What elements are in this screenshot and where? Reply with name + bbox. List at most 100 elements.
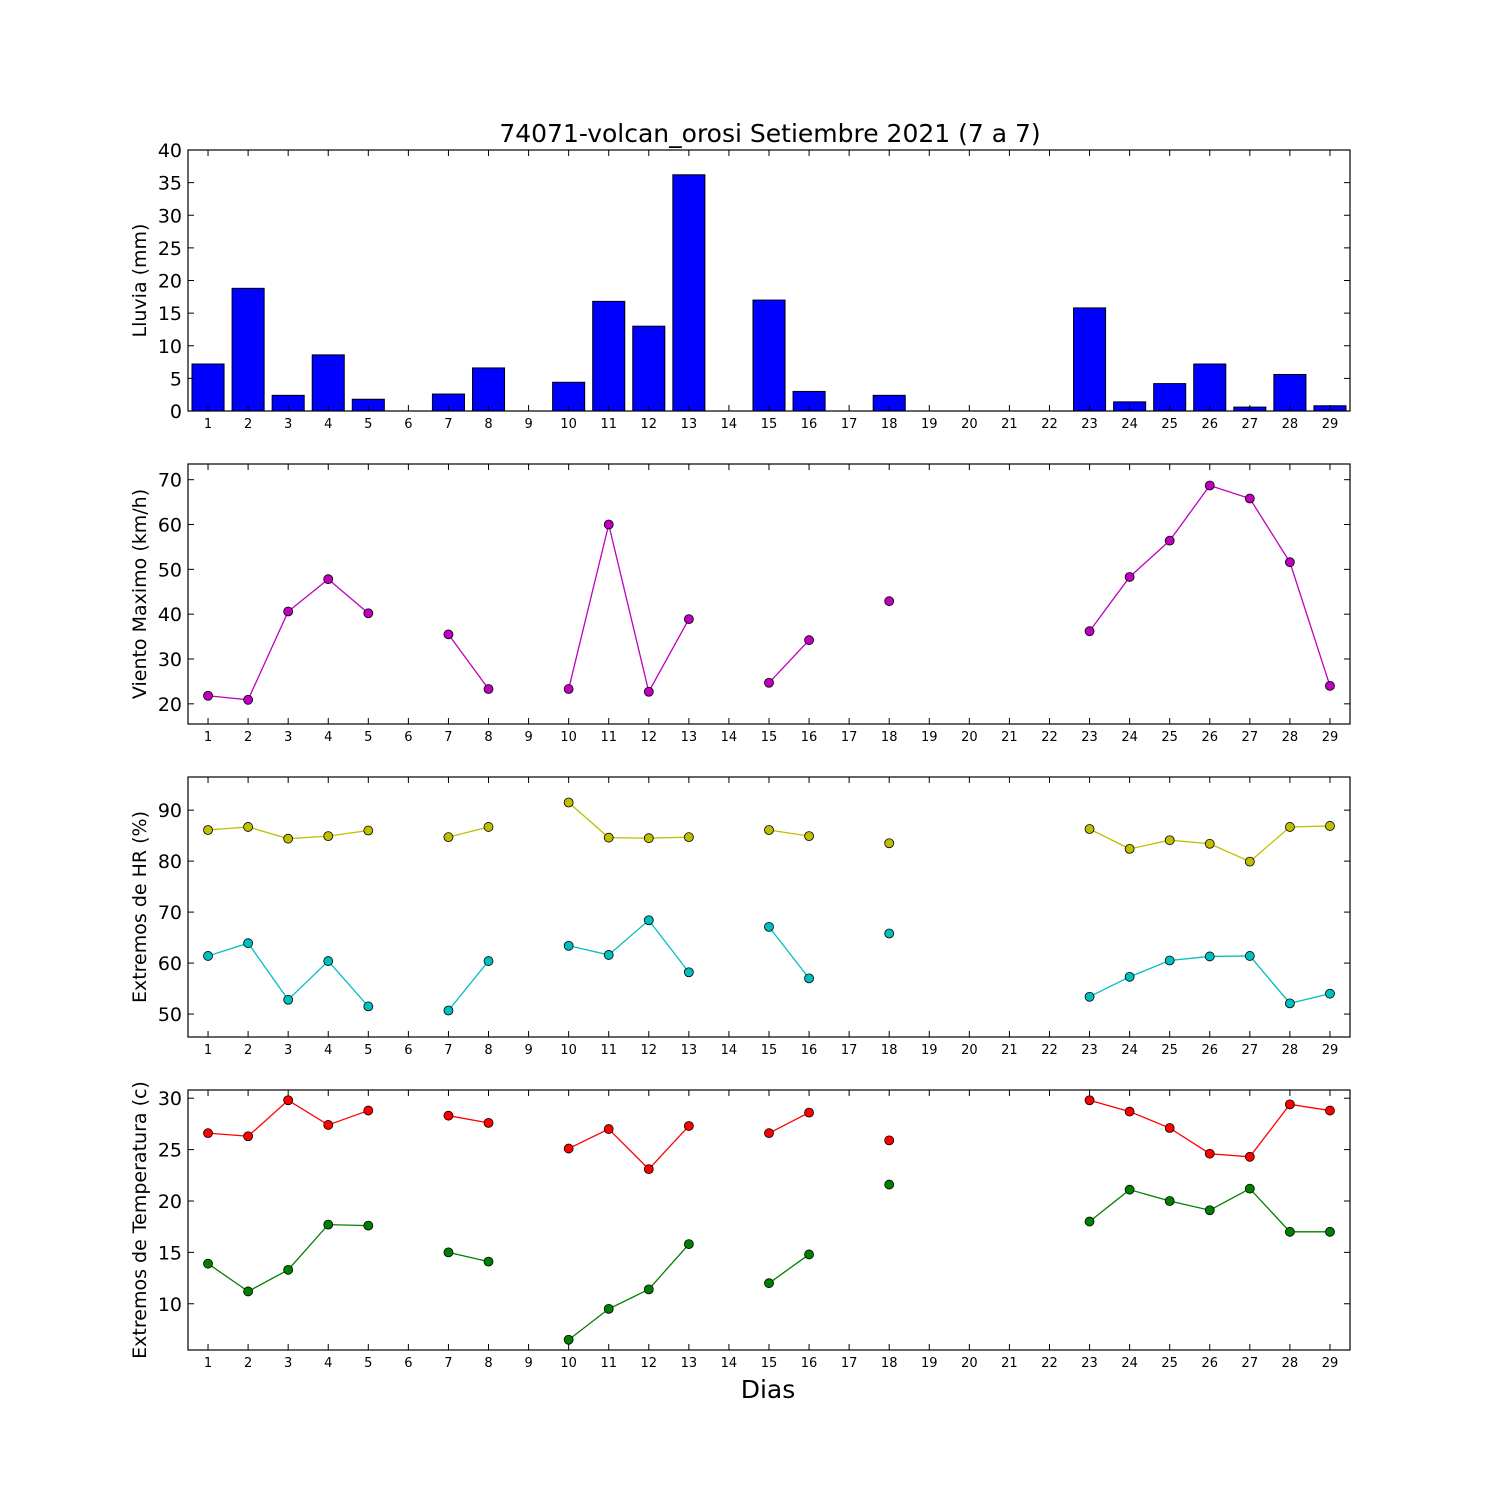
point-temp_min-day-27 — [1244, 1183, 1255, 1194]
xtick-label: 5 — [364, 730, 372, 745]
xtick-label: 24 — [1121, 1356, 1138, 1371]
xtick-label: 29 — [1322, 1043, 1339, 1058]
xtick-label: 17 — [841, 730, 858, 745]
point-hr_max-day-26 — [1204, 838, 1215, 849]
xtick-label: 9 — [524, 417, 532, 432]
point-temp_max-day-26 — [1204, 1148, 1215, 1159]
xtick-label: 19 — [921, 417, 938, 432]
point-temp_min-day-25 — [1164, 1196, 1175, 1206]
point-wind-day-8 — [483, 684, 494, 694]
point-temp_max-day-23 — [1084, 1095, 1095, 1106]
y-axis-label-temperature: Extremos de Temperatura (c) — [129, 1081, 151, 1359]
xtick-label: 12 — [641, 417, 658, 432]
xtick-label: 23 — [1081, 417, 1098, 432]
xtick-label: 9 — [524, 730, 532, 745]
ytick-label: 15 — [158, 1242, 182, 1264]
point-wind-day-18 — [884, 596, 895, 607]
xtick-label: 20 — [961, 1043, 978, 1058]
xtick-label: 10 — [560, 417, 577, 432]
point-wind-day-3 — [283, 606, 294, 617]
point-temp_max-day-3 — [283, 1095, 294, 1106]
xtick-label: 20 — [961, 730, 978, 745]
y-axis-label-rain: Lluvia (mm) — [129, 224, 151, 338]
xtick-label: 11 — [600, 1356, 617, 1371]
point-wind-day-11 — [603, 519, 614, 530]
series-line-temp_max — [768, 1112, 810, 1134]
point-hr_min-day-12 — [643, 915, 654, 926]
xtick-label: 21 — [1001, 1356, 1018, 1371]
xtick-label: 29 — [1322, 417, 1339, 432]
xtick-label: 20 — [961, 417, 978, 432]
point-temp_min-day-7 — [443, 1247, 454, 1258]
ytick-label: 0 — [170, 401, 182, 423]
point-hr_min-day-5 — [363, 1001, 374, 1012]
xtick-label: 16 — [801, 1043, 818, 1058]
xtick-label: 18 — [881, 730, 898, 745]
point-hr_max-day-5 — [363, 825, 374, 836]
xtick-label: 21 — [1001, 1043, 1018, 1058]
point-temp_min-day-4 — [323, 1219, 334, 1230]
point-temp_max-day-24 — [1124, 1106, 1135, 1117]
point-temp_min-day-5 — [363, 1220, 374, 1231]
point-hr_min-day-16 — [804, 973, 814, 984]
xtick-label: 21 — [1001, 730, 1018, 745]
series-line-hr_min — [447, 960, 490, 1011]
point-wind-day-28 — [1284, 557, 1295, 568]
xtick-label: 26 — [1201, 730, 1218, 745]
bar-day-8 — [471, 367, 506, 412]
point-wind-day-29 — [1325, 680, 1335, 691]
ytick-label: 30 — [158, 649, 182, 671]
point-wind-day-2 — [243, 694, 254, 705]
point-hr_min-day-24 — [1124, 971, 1135, 982]
xtick-label: 1 — [204, 1043, 212, 1058]
point-wind-day-26 — [1204, 480, 1215, 491]
xtick-label: 7 — [444, 1043, 452, 1058]
y-axis-label-wind: Viento Maximo (km/h) — [129, 489, 151, 699]
point-temp_max-day-29 — [1325, 1105, 1335, 1116]
point-temp_min-day-12 — [643, 1284, 654, 1295]
xtick-label: 13 — [681, 1356, 698, 1371]
point-wind-day-5 — [363, 608, 374, 619]
ytick-label: 25 — [158, 1140, 182, 1162]
series-line-temp_max — [448, 1115, 489, 1124]
xtick-label: 25 — [1161, 1043, 1178, 1058]
xtick-label: 2 — [244, 1043, 252, 1058]
point-temp_min-day-10 — [563, 1334, 574, 1345]
xtick-label: 27 — [1242, 417, 1259, 432]
xtick-label: 16 — [801, 417, 818, 432]
xtick-label: 3 — [284, 730, 292, 745]
point-temp_max-day-5 — [363, 1105, 374, 1116]
xtick-label: 12 — [641, 730, 658, 745]
xtick-label: 28 — [1282, 1043, 1299, 1058]
series-line-hr_max — [568, 802, 689, 839]
xtick-label: 4 — [324, 730, 332, 745]
point-hr_max-day-10 — [563, 797, 574, 808]
point-hr_max-day-8 — [483, 822, 494, 832]
series-line-temp_min — [568, 1243, 690, 1341]
ytick-label: 70 — [158, 470, 182, 492]
xtick-label: 22 — [1041, 1356, 1058, 1371]
xtick-label: 6 — [404, 417, 412, 432]
xtick-label: 25 — [1161, 1356, 1178, 1371]
point-temp_min-day-16 — [804, 1249, 814, 1260]
series-line-hr_min — [568, 919, 690, 973]
point-wind-day-24 — [1124, 572, 1135, 582]
xtick-label: 3 — [284, 1043, 292, 1058]
xtick-label: 27 — [1242, 730, 1259, 745]
xtick-label: 12 — [641, 1043, 658, 1058]
xtick-label: 18 — [881, 1356, 898, 1371]
xtick-label: 23 — [1081, 730, 1098, 745]
ytick-label: 15 — [158, 303, 182, 325]
xtick-label: 14 — [721, 1043, 738, 1058]
ytick-label: 60 — [158, 515, 182, 537]
point-temp_min-day-2 — [243, 1286, 254, 1297]
xtick-label: 14 — [721, 417, 738, 432]
point-temp_max-day-15 — [764, 1128, 774, 1139]
point-temp_max-day-8 — [483, 1117, 494, 1128]
point-temp_max-day-7 — [443, 1110, 454, 1121]
xtick-label: 26 — [1201, 1043, 1218, 1058]
point-hr_max-day-27 — [1244, 856, 1255, 867]
